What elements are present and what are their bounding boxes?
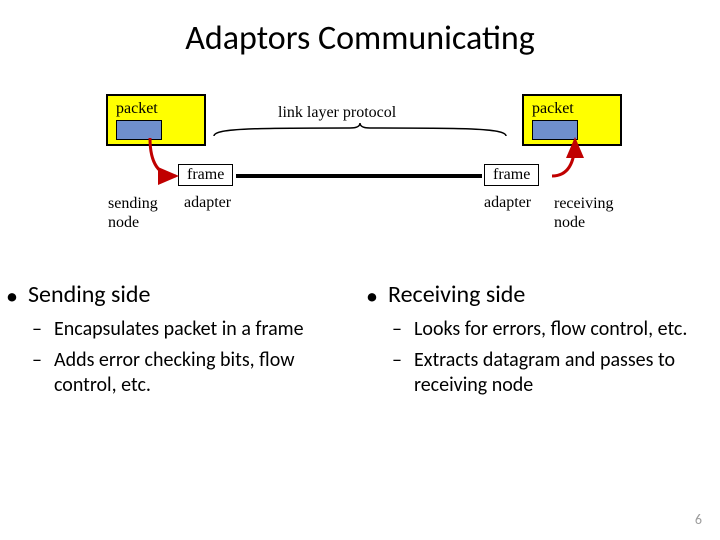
right-packet-label: packet bbox=[532, 100, 612, 118]
left-column: Sending side Encapsulates packet in a fr… bbox=[0, 280, 360, 398]
right-node-box: packet bbox=[522, 94, 622, 146]
bullet-columns: Sending side Encapsulates packet in a fr… bbox=[0, 280, 720, 398]
list-item: Encapsulates packet in a frame bbox=[28, 317, 346, 342]
list-item: Adds error checking bits, flow control, … bbox=[28, 348, 346, 398]
sending-line2: node bbox=[108, 214, 139, 231]
receiving-line2: node bbox=[554, 214, 585, 231]
link-layer-label: link layer protocol bbox=[278, 104, 396, 122]
list-item: Looks for errors, flow control, etc. bbox=[388, 317, 706, 342]
receiving-line1: receiving bbox=[554, 195, 614, 212]
left-node-box: packet bbox=[106, 94, 206, 146]
right-packet-swatch bbox=[532, 120, 578, 140]
receiving-node-label: receiving node bbox=[554, 194, 614, 232]
frame-right-box: frame bbox=[484, 164, 539, 186]
left-packet-label: packet bbox=[116, 100, 196, 118]
frame-left-box: frame bbox=[178, 164, 233, 186]
sending-node-label: sending node bbox=[108, 194, 158, 232]
right-column: Receiving side Looks for errors, flow co… bbox=[360, 280, 720, 398]
adapter-left-label: adapter bbox=[184, 194, 231, 212]
list-item: Extracts datagram and passes to receivin… bbox=[388, 348, 706, 398]
receiving-side-heading: Receiving side bbox=[388, 280, 706, 309]
diagram-area: packet packet link layer protocol frame … bbox=[0, 86, 720, 256]
adapter-right-label: adapter bbox=[484, 194, 531, 212]
sending-line1: sending bbox=[108, 195, 158, 212]
page-number: 6 bbox=[695, 511, 702, 528]
page-title: Adaptors Communicating bbox=[0, 0, 720, 59]
sending-side-heading: Sending side bbox=[28, 280, 346, 309]
left-packet-swatch bbox=[116, 120, 162, 140]
